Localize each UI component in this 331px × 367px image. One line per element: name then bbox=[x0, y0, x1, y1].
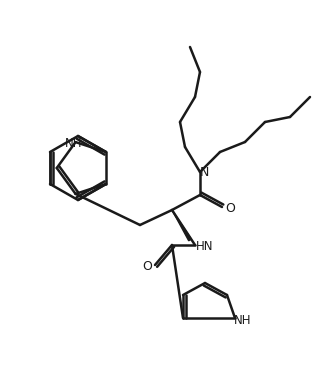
Text: N: N bbox=[199, 166, 209, 178]
Text: HN: HN bbox=[196, 240, 213, 254]
Text: NH: NH bbox=[234, 313, 252, 327]
Text: O: O bbox=[225, 203, 235, 215]
Text: O: O bbox=[142, 261, 152, 273]
Text: NH: NH bbox=[65, 137, 82, 150]
Polygon shape bbox=[172, 210, 191, 241]
